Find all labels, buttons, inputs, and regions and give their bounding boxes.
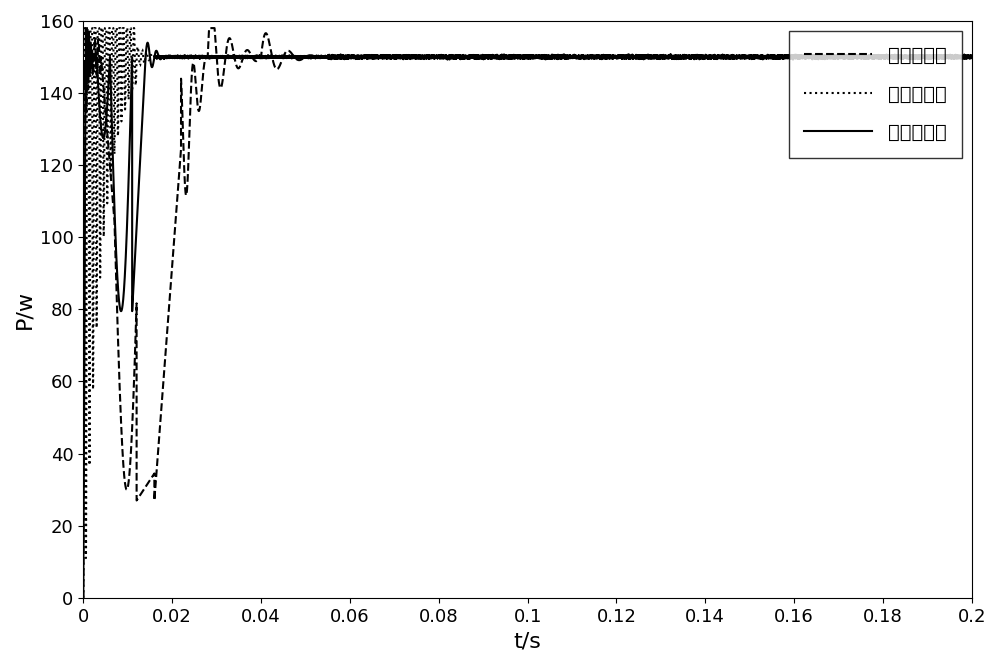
本发明方法 xyxy=(138,87,150,95)
本发明方法 xyxy=(81,26,93,34)
电导增量法 xyxy=(291,54,303,62)
扰动观察法 xyxy=(559,53,571,61)
扰动观察法 xyxy=(418,54,430,62)
本发明方法 xyxy=(737,53,749,61)
电导增量法 xyxy=(77,594,89,602)
扰动观察法 xyxy=(612,54,624,62)
X-axis label: t/s: t/s xyxy=(514,631,542,651)
扰动观察法 xyxy=(138,485,150,493)
本发明方法 xyxy=(559,53,571,61)
电导增量法 xyxy=(138,57,150,65)
本发明方法 xyxy=(291,53,303,61)
电导增量法 xyxy=(737,52,749,60)
电导增量法 xyxy=(79,24,91,32)
本发明方法 xyxy=(612,53,624,61)
Line: 扰动观察法: 扰动观察法 xyxy=(83,28,972,598)
扰动观察法 xyxy=(77,594,89,602)
Line: 本发明方法: 本发明方法 xyxy=(83,30,972,598)
扰动观察法 xyxy=(291,56,303,64)
电导增量法 xyxy=(966,53,978,61)
Line: 电导增量法: 电导增量法 xyxy=(83,28,972,598)
本发明方法 xyxy=(966,53,978,61)
Y-axis label: P/w: P/w xyxy=(14,290,34,329)
电导增量法 xyxy=(418,52,430,60)
电导增量法 xyxy=(559,54,571,62)
电导增量法 xyxy=(612,53,624,61)
本发明方法 xyxy=(418,53,430,61)
本发明方法 xyxy=(77,594,89,602)
扰动观察法 xyxy=(737,53,749,61)
扰动观察法 xyxy=(966,52,978,60)
扰动观察法 xyxy=(80,24,92,32)
Legend: 扰动观察法, 电导增量法, 本发明方法: 扰动观察法, 电导增量法, 本发明方法 xyxy=(789,31,962,158)
